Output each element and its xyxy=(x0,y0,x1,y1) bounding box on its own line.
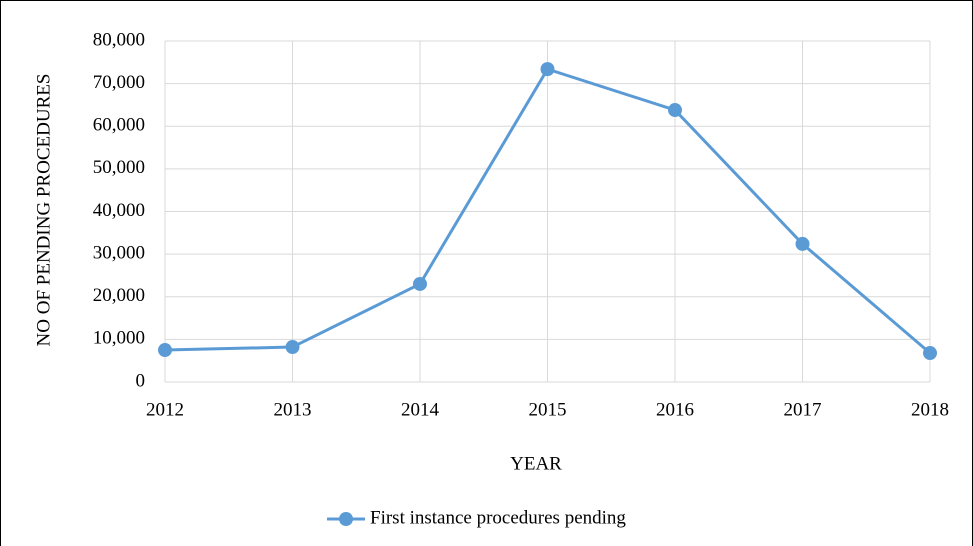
y-tick-label: 70,000 xyxy=(93,72,145,93)
y-tick-label: 50,000 xyxy=(93,157,145,178)
legend-marker xyxy=(339,512,353,526)
marker xyxy=(413,276,427,291)
marker xyxy=(540,62,555,77)
y-tick-label: 60,000 xyxy=(93,115,145,136)
x-tick-label: 2018 xyxy=(911,399,949,420)
marker xyxy=(158,343,172,358)
x-tick-label: 2013 xyxy=(274,399,312,420)
y-tick-label: 40,000 xyxy=(93,200,145,221)
y-tick-label: 0 xyxy=(136,370,146,391)
x-tick-label: 2015 xyxy=(529,399,567,420)
marker xyxy=(285,340,300,355)
y-tick-label: 20,000 xyxy=(93,285,145,306)
marker xyxy=(923,346,937,361)
y-tick-label: 10,000 xyxy=(93,328,145,349)
x-tick-label: 2012 xyxy=(146,399,184,420)
x-axis-label: YEAR xyxy=(510,453,562,474)
y-tick-label: 80,000 xyxy=(93,29,145,50)
x-tick-label: 2016 xyxy=(656,399,694,420)
marker xyxy=(668,103,682,118)
y-axis-label: NO OF PENDING PROCEDURES xyxy=(33,74,54,347)
marker xyxy=(795,236,810,251)
x-tick-label: 2014 xyxy=(401,399,440,420)
x-tick-label: 2017 xyxy=(784,399,822,420)
y-tick-label: 30,000 xyxy=(93,242,145,263)
legend-label: First instance procedures pending xyxy=(370,507,626,528)
